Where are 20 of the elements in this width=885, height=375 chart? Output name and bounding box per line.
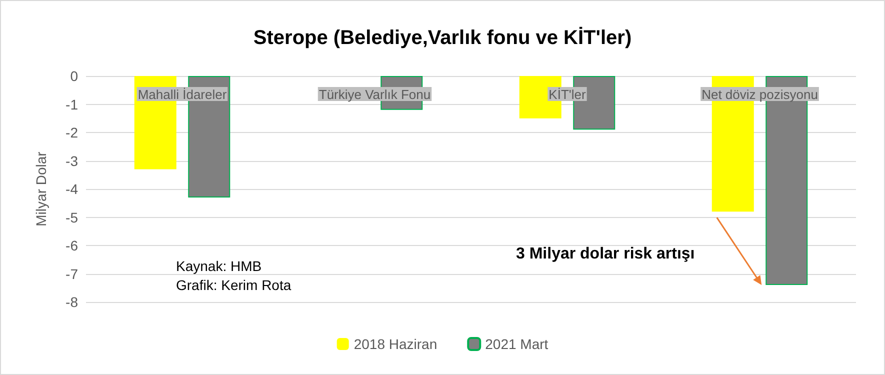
annotation: 3 Milyar dolar risk artışı [516,246,695,262]
legend-label: 2018 Haziran [354,336,438,352]
x-tick-label: Net döviz pozisyonu [702,87,818,102]
y-tick-label: -1 [66,96,78,112]
y-tick-label: -7 [66,266,78,282]
annotation: Grafik: Kerim Rota [176,277,292,293]
y-tick-label: -5 [66,209,78,226]
annotation: Kaynak: HMB [176,258,262,274]
y-tick-label: -8 [66,294,78,310]
x-tick-label: Türkiye Varlık Fonu [318,87,431,102]
x-tick-label: Mahalli İdareler [138,87,228,102]
y-tick-label: -2 [66,124,78,140]
y-axis-title: Milyar Dolar [33,151,49,226]
y-tick-label: -3 [66,152,78,169]
y-tick-label: -4 [66,181,78,197]
x-tick-label: KİT'ler [548,87,586,102]
y-tick-label: -6 [66,238,78,254]
chart-title: Sterope (Belediye,Varlık fonu ve KİT'ler) [253,26,632,49]
y-tick-label: 0 [70,68,78,84]
legend-label: 2021 Mart [485,336,548,352]
